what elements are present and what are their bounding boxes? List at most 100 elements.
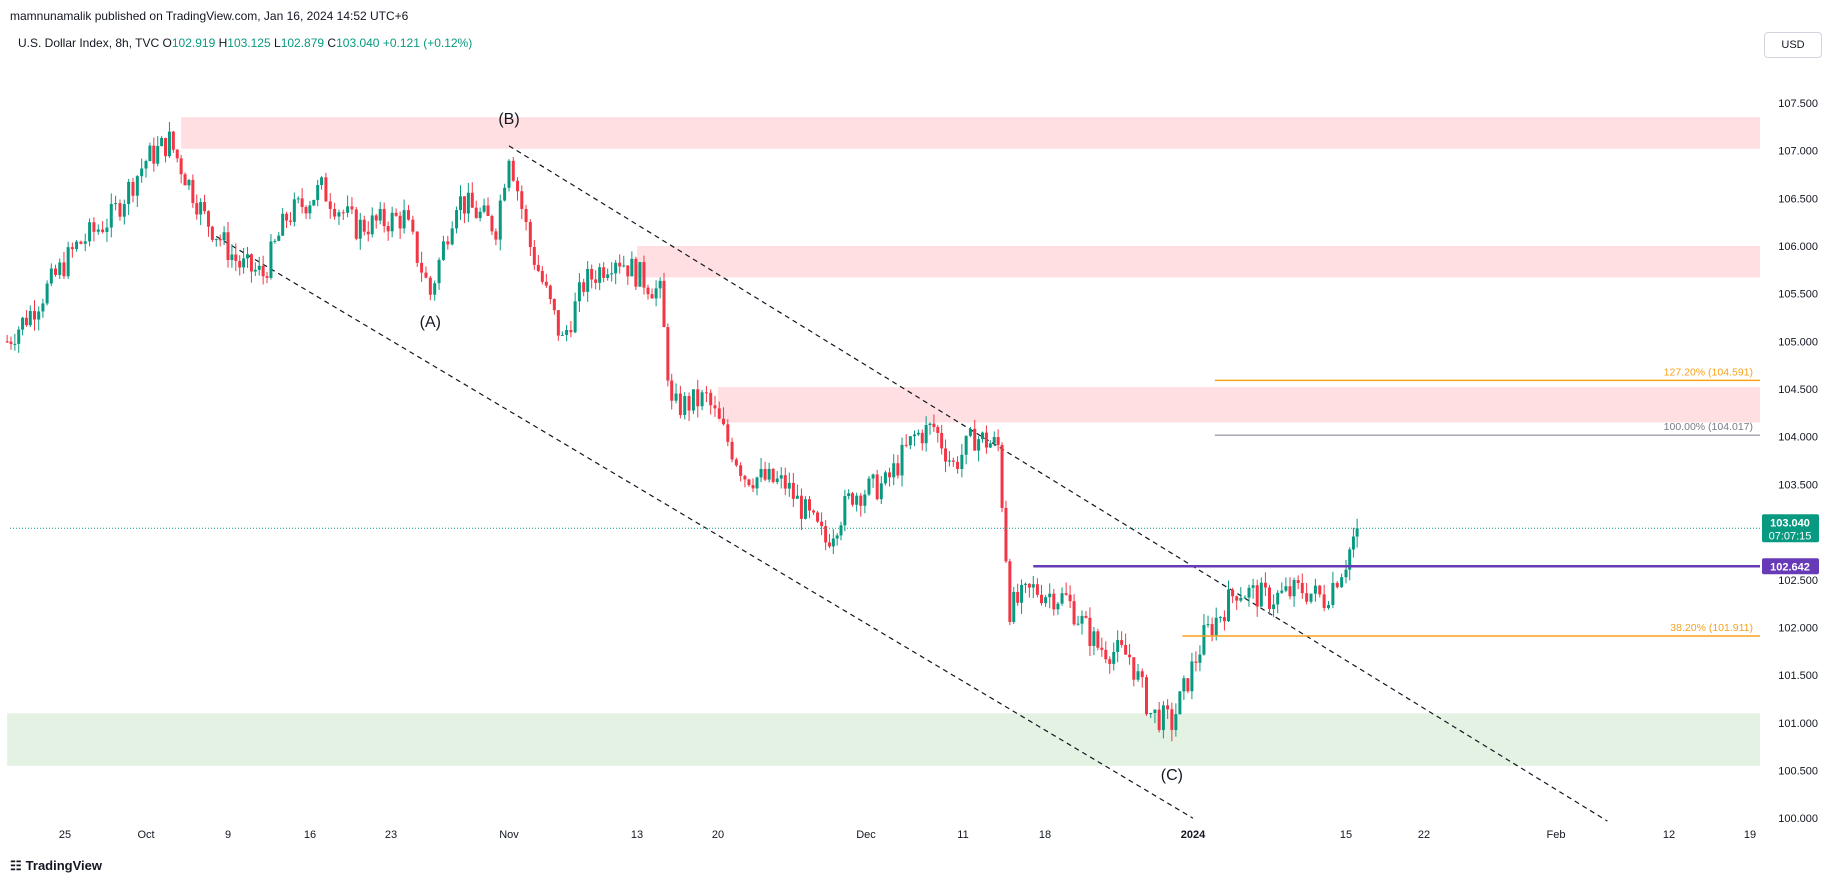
candle-body (1096, 631, 1100, 648)
candle-body (977, 439, 981, 451)
candle-body (1198, 654, 1202, 663)
candle-body (1108, 659, 1112, 664)
candle-body (812, 510, 816, 513)
candle-body (1027, 583, 1031, 588)
candle-body (191, 179, 195, 204)
candle-body (1044, 597, 1048, 604)
candle-body (1144, 677, 1148, 715)
candle-body (1178, 691, 1182, 715)
candle-body (956, 461, 960, 469)
x-tick-label: Dec (856, 829, 876, 841)
candle-body (238, 260, 242, 268)
candle-body (1161, 705, 1165, 731)
candle-body (614, 262, 618, 274)
candle-body (602, 267, 606, 278)
x-tick-label: 13 (631, 829, 643, 841)
candle-body (654, 288, 658, 299)
candle-body (646, 287, 650, 295)
candle-body (516, 180, 520, 192)
candle-body (261, 265, 265, 277)
candle-body (127, 181, 131, 205)
candle-body (1296, 580, 1300, 583)
footer-brand-text: TradingView (25, 858, 102, 873)
candle-body (1088, 617, 1092, 647)
candle-body (565, 329, 569, 335)
candle-body (871, 474, 875, 479)
candle-body (540, 270, 544, 282)
candle-body (1004, 507, 1008, 562)
candle-body (1153, 709, 1157, 714)
candle-body (1231, 589, 1235, 597)
candle-body (1084, 615, 1088, 618)
candle-body (203, 202, 207, 212)
candle-body (1300, 582, 1304, 594)
candle-body (131, 181, 135, 196)
candle-body (374, 215, 378, 221)
candle-body (1166, 705, 1170, 710)
candle-body (135, 176, 139, 196)
candle-body (767, 468, 771, 480)
candle-body (474, 207, 478, 219)
candle-body (981, 432, 985, 440)
candle-body (503, 187, 507, 201)
candle-body (743, 475, 747, 480)
candle-body (1170, 709, 1174, 730)
x-tick-label: Nov (499, 829, 519, 841)
candle-body (783, 475, 787, 489)
candle-body (1227, 589, 1231, 622)
candle-body (478, 211, 482, 219)
candle-body (354, 209, 358, 239)
candle-body (1140, 671, 1144, 678)
candle-body (759, 468, 763, 478)
candle-body (1076, 623, 1080, 625)
candle-body (199, 202, 203, 215)
supply-zone-0 (181, 117, 1761, 149)
x-tick-label: 16 (304, 829, 316, 841)
candle-body (1008, 561, 1012, 622)
candle-body (1157, 709, 1161, 731)
candle-body (1128, 654, 1132, 658)
candle-body (92, 222, 96, 232)
candle-body (1116, 640, 1120, 652)
level-price-value: 102.642 (1770, 561, 1810, 573)
candle-body (556, 310, 560, 336)
x-tick-label: 9 (225, 829, 231, 841)
candle-body (265, 276, 269, 278)
candle-body (1313, 585, 1317, 594)
candle-body (1149, 713, 1153, 715)
candle-body (638, 262, 642, 287)
candle-body (775, 478, 779, 483)
candle-body (450, 228, 454, 245)
candle-body (964, 435, 968, 455)
candle-body (21, 317, 25, 330)
candle-body (771, 468, 775, 483)
candle-body (1239, 597, 1243, 601)
candle-body (573, 301, 577, 333)
candle-body (820, 521, 824, 527)
high-label: H (218, 36, 228, 50)
fib-level-label: 38.20% (101.911) (1670, 622, 1753, 634)
fib-level-label: 100.00% (104.017) (1664, 421, 1753, 433)
candle-body (482, 205, 486, 212)
candle-body (670, 380, 674, 401)
candle-body (1194, 661, 1198, 663)
candle-body (1182, 678, 1186, 692)
candle-body (928, 423, 932, 426)
close-value: 103.040 (336, 36, 380, 50)
candle-body (358, 219, 362, 239)
candle-body (1072, 601, 1076, 625)
candle-body (118, 203, 122, 217)
candle-body (1104, 649, 1108, 660)
candle-body (210, 226, 214, 240)
x-tick-label: 23 (385, 829, 397, 841)
candle-body (722, 418, 726, 425)
candle-body (908, 436, 912, 446)
candle-body (269, 241, 273, 278)
candle-body (577, 282, 581, 302)
currency-button[interactable]: USD (1764, 32, 1822, 58)
candle-body (88, 222, 92, 242)
high-value: 103.125 (227, 36, 271, 50)
candle-body (1255, 585, 1259, 607)
candle-body (160, 137, 164, 147)
